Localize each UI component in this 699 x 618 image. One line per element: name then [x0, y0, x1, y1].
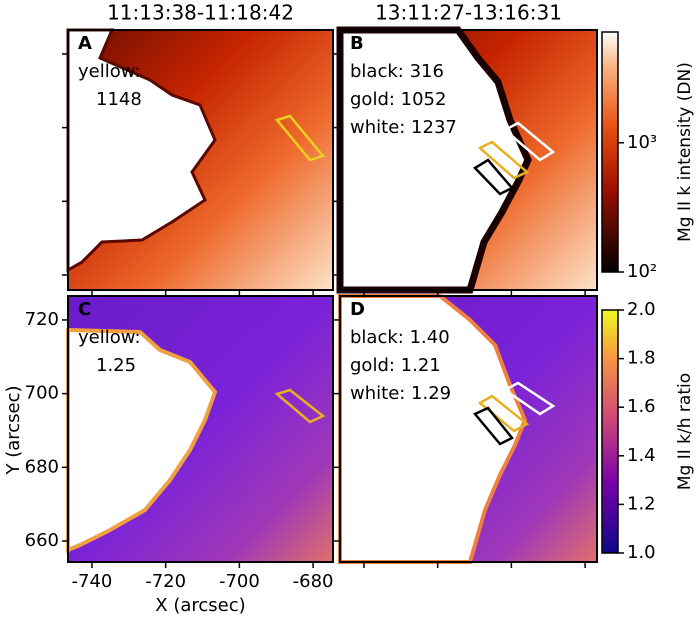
x-tick-label: -680: [293, 571, 334, 592]
annotation: white: 1.29: [350, 383, 451, 404]
annotation: gold: 1052: [350, 89, 446, 110]
colorbar-tick-label: 1.6: [627, 396, 656, 417]
annotation: black: 1.40: [350, 327, 450, 348]
panel-title: 11:13:38-11:18:42: [107, 1, 294, 25]
annotation: 1148: [96, 89, 142, 110]
roi-box: [477, 140, 530, 180]
annotation: gold: 1.21: [350, 355, 441, 376]
roi-box: [502, 121, 556, 162]
y-tick-label: 680: [25, 456, 59, 477]
y-axis-label: Y (arcsec): [3, 385, 24, 475]
y-tick-label: 720: [25, 309, 59, 330]
roi-box: [274, 114, 326, 162]
roi-box: [274, 388, 326, 424]
panel-frame: [67, 29, 334, 291]
x-axis-label: X (arcsec): [155, 595, 245, 616]
colorbar-tick-label: 1.2: [627, 493, 656, 514]
annotation: 1.25: [96, 355, 136, 376]
annotation: yellow:: [78, 327, 141, 348]
panel-label: C: [78, 299, 91, 320]
colorbar-tick-label: 1.8: [627, 348, 656, 369]
image-gap: [66, 327, 218, 553]
roi-box: [502, 381, 556, 416]
image-gap: [66, 28, 217, 273]
colorbar-tick-label: 2.0: [627, 299, 656, 320]
annotation: white: 1237: [350, 117, 457, 138]
colorbar: [601, 31, 619, 273]
panel-label: A: [78, 33, 92, 54]
panel-frame: [339, 29, 598, 291]
annotation: black: 316: [350, 61, 444, 82]
roi-box: [477, 394, 530, 433]
roi-box: [473, 158, 514, 196]
x-tick-label: -720: [145, 571, 186, 592]
panel-frame: [67, 295, 334, 563]
colorbar-label: Mg II k intensity (DN): [675, 62, 695, 242]
colorbar-label: Mg II k/h ratio: [675, 373, 695, 490]
colorbar-tick-label: 10²: [627, 261, 657, 282]
panel-title: 13:11:27-13:16:31: [375, 1, 562, 25]
panel-frame: [339, 295, 598, 563]
colorbar: [601, 309, 619, 554]
panel-label: D: [350, 299, 365, 320]
y-tick-label: 700: [25, 383, 59, 404]
panel-label: B: [350, 33, 364, 54]
y-tick-label: 660: [25, 530, 59, 551]
colorbar-tick-label: 10³: [627, 132, 657, 153]
roi-box: [472, 406, 514, 446]
x-tick-label: -700: [219, 571, 260, 592]
colorbar-tick-label: 1.0: [627, 542, 656, 563]
colorbar-tick-label: 1.4: [627, 445, 656, 466]
annotation: yellow:: [78, 61, 141, 82]
x-tick-label: -740: [72, 571, 113, 592]
panel-images: [66, 26, 619, 564]
